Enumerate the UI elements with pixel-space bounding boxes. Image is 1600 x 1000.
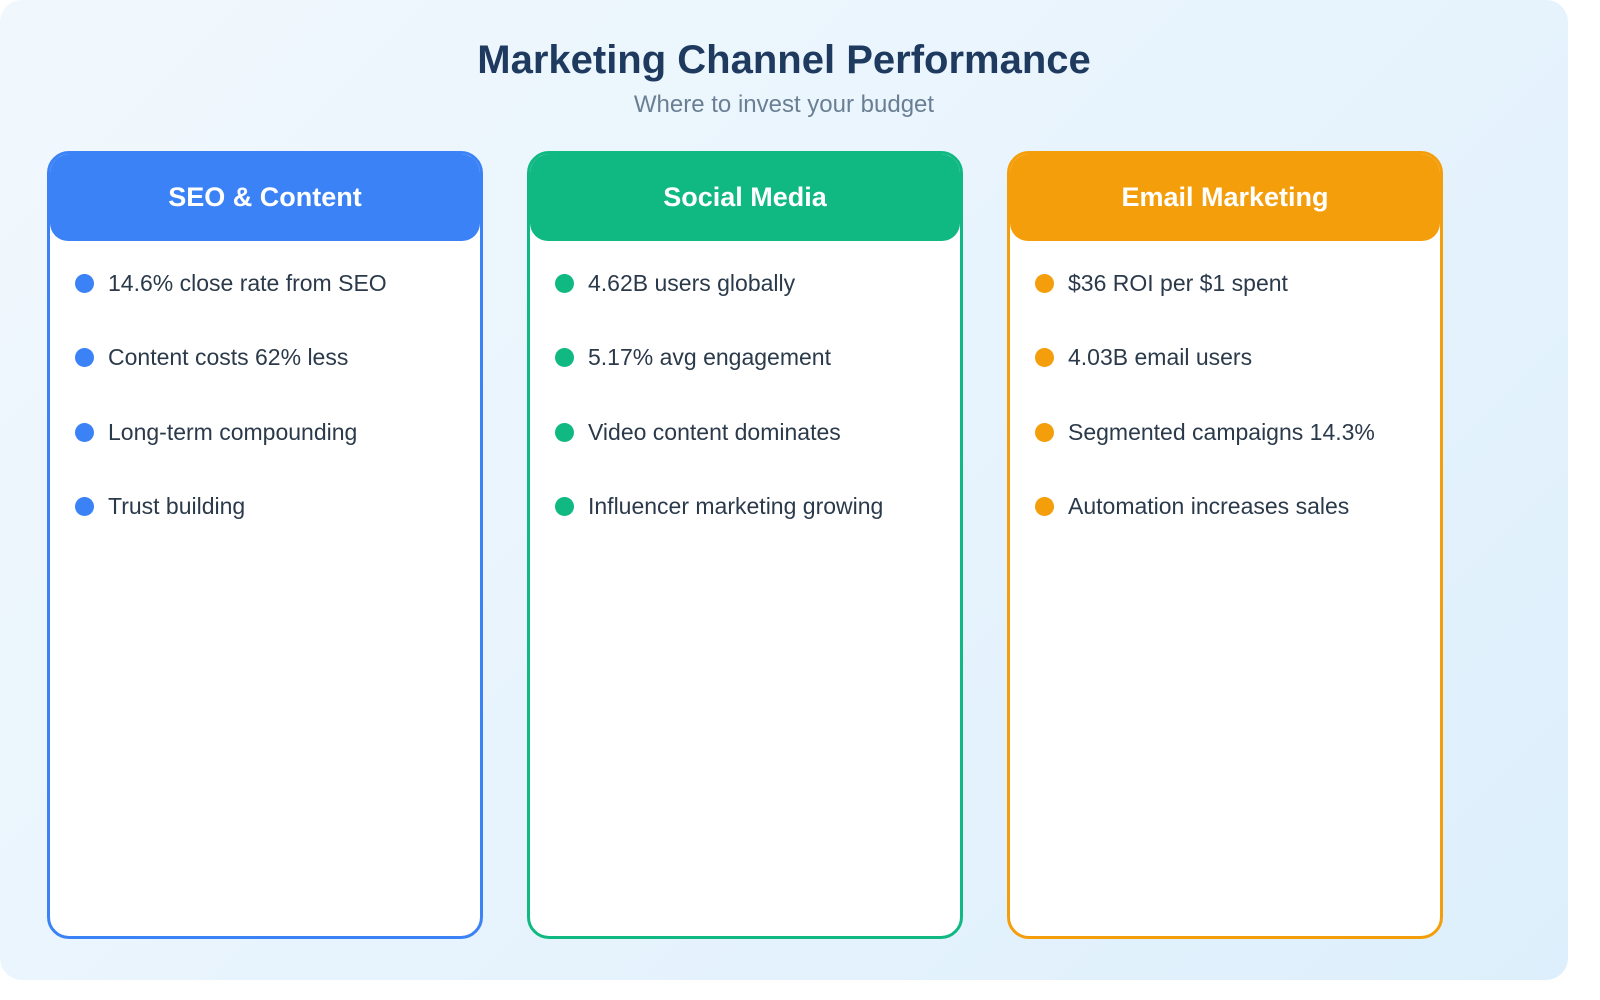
channel-card-seo-content: SEO & Content 14.6% close rate from SEO …	[47, 151, 483, 939]
channel-card-title: SEO & Content	[168, 182, 362, 212]
channel-card-email-marketing: Email Marketing $36 ROI per $1 spent 4.0…	[1007, 151, 1443, 939]
list-item: Long-term compounding	[50, 413, 480, 451]
bullet-dot-icon	[555, 348, 574, 367]
list-item-text: 5.17% avg engagement	[588, 344, 831, 370]
channel-stat-list: 4.62B users globally 5.17% avg engagemen…	[530, 264, 960, 562]
list-item-text: 4.03B email users	[1068, 344, 1253, 370]
list-item-text: 4.62B users globally	[588, 269, 796, 296]
diagram-canvas: Marketing Channel Performance Where to i…	[0, 0, 1568, 980]
page-title: Marketing Channel Performance	[477, 38, 1091, 82]
list-item-text: Video content dominates	[588, 418, 841, 445]
list-item: Segmented campaigns 14.3%	[1010, 413, 1440, 451]
list-item: 4.62B users globally	[530, 264, 960, 302]
bullet-dot-icon	[1035, 348, 1054, 367]
channel-card-header: Social Media	[530, 154, 960, 241]
channel-card-header: Email Marketing	[1010, 154, 1440, 241]
list-item: Automation increases sales	[1010, 488, 1440, 526]
channel-card-title: Email Marketing	[1121, 182, 1329, 212]
list-item-text: Influencer marketing growing	[588, 493, 884, 519]
page-subtitle: Where to invest your budget	[633, 91, 935, 118]
list-item-text: Automation increases sales	[1068, 493, 1350, 519]
bullet-dot-icon	[1035, 422, 1054, 442]
list-item-text: Trust building	[108, 493, 246, 519]
bullet-dot-icon	[555, 422, 574, 442]
channel-stat-list: $36 ROI per $1 spent 4.03B email users S…	[1010, 264, 1440, 562]
bullet-dot-icon	[75, 422, 94, 442]
bullet-dot-icon	[555, 497, 574, 516]
list-item: 14.6% close rate from SEO	[50, 264, 480, 302]
list-item: Content costs 62% less	[50, 339, 480, 377]
list-item: $36 ROI per $1 spent	[1010, 264, 1440, 302]
list-item: Influencer marketing growing	[530, 488, 960, 526]
channel-card-header: SEO & Content	[50, 154, 480, 241]
bullet-dot-icon	[75, 348, 94, 367]
list-item-text: $36 ROI per $1 spent	[1068, 269, 1288, 296]
list-item: 4.03B email users	[1010, 339, 1440, 377]
list-item: Video content dominates	[530, 413, 960, 451]
bullet-dot-icon	[555, 273, 574, 293]
list-item: Trust building	[50, 488, 480, 526]
list-item-text: Long-term compounding	[108, 418, 358, 445]
bullet-dot-icon	[1035, 273, 1054, 293]
channel-card-title: Social Media	[663, 182, 827, 212]
list-item: 5.17% avg engagement	[530, 339, 960, 377]
channel-stat-list: 14.6% close rate from SEO Content costs …	[50, 264, 480, 562]
list-item-text: Segmented campaigns 14.3%	[1068, 418, 1375, 445]
channel-card-social-media: Social Media 4.62B users globally 5.17% …	[527, 151, 963, 939]
bullet-dot-icon	[1035, 497, 1054, 516]
bullet-dot-icon	[75, 497, 94, 516]
list-item-text: 14.6% close rate from SEO	[108, 269, 387, 296]
bullet-dot-icon	[75, 273, 94, 293]
header: Marketing Channel Performance Where to i…	[0, 36, 1568, 120]
list-item-text: Content costs 62% less	[108, 344, 349, 370]
